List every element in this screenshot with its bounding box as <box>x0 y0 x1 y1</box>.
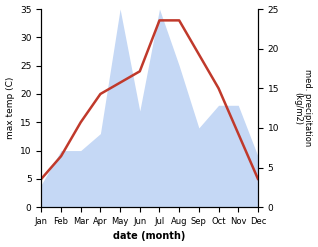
Y-axis label: max temp (C): max temp (C) <box>5 77 15 139</box>
Y-axis label: med. precipitation
(kg/m2): med. precipitation (kg/m2) <box>293 69 313 147</box>
X-axis label: date (month): date (month) <box>114 231 186 242</box>
